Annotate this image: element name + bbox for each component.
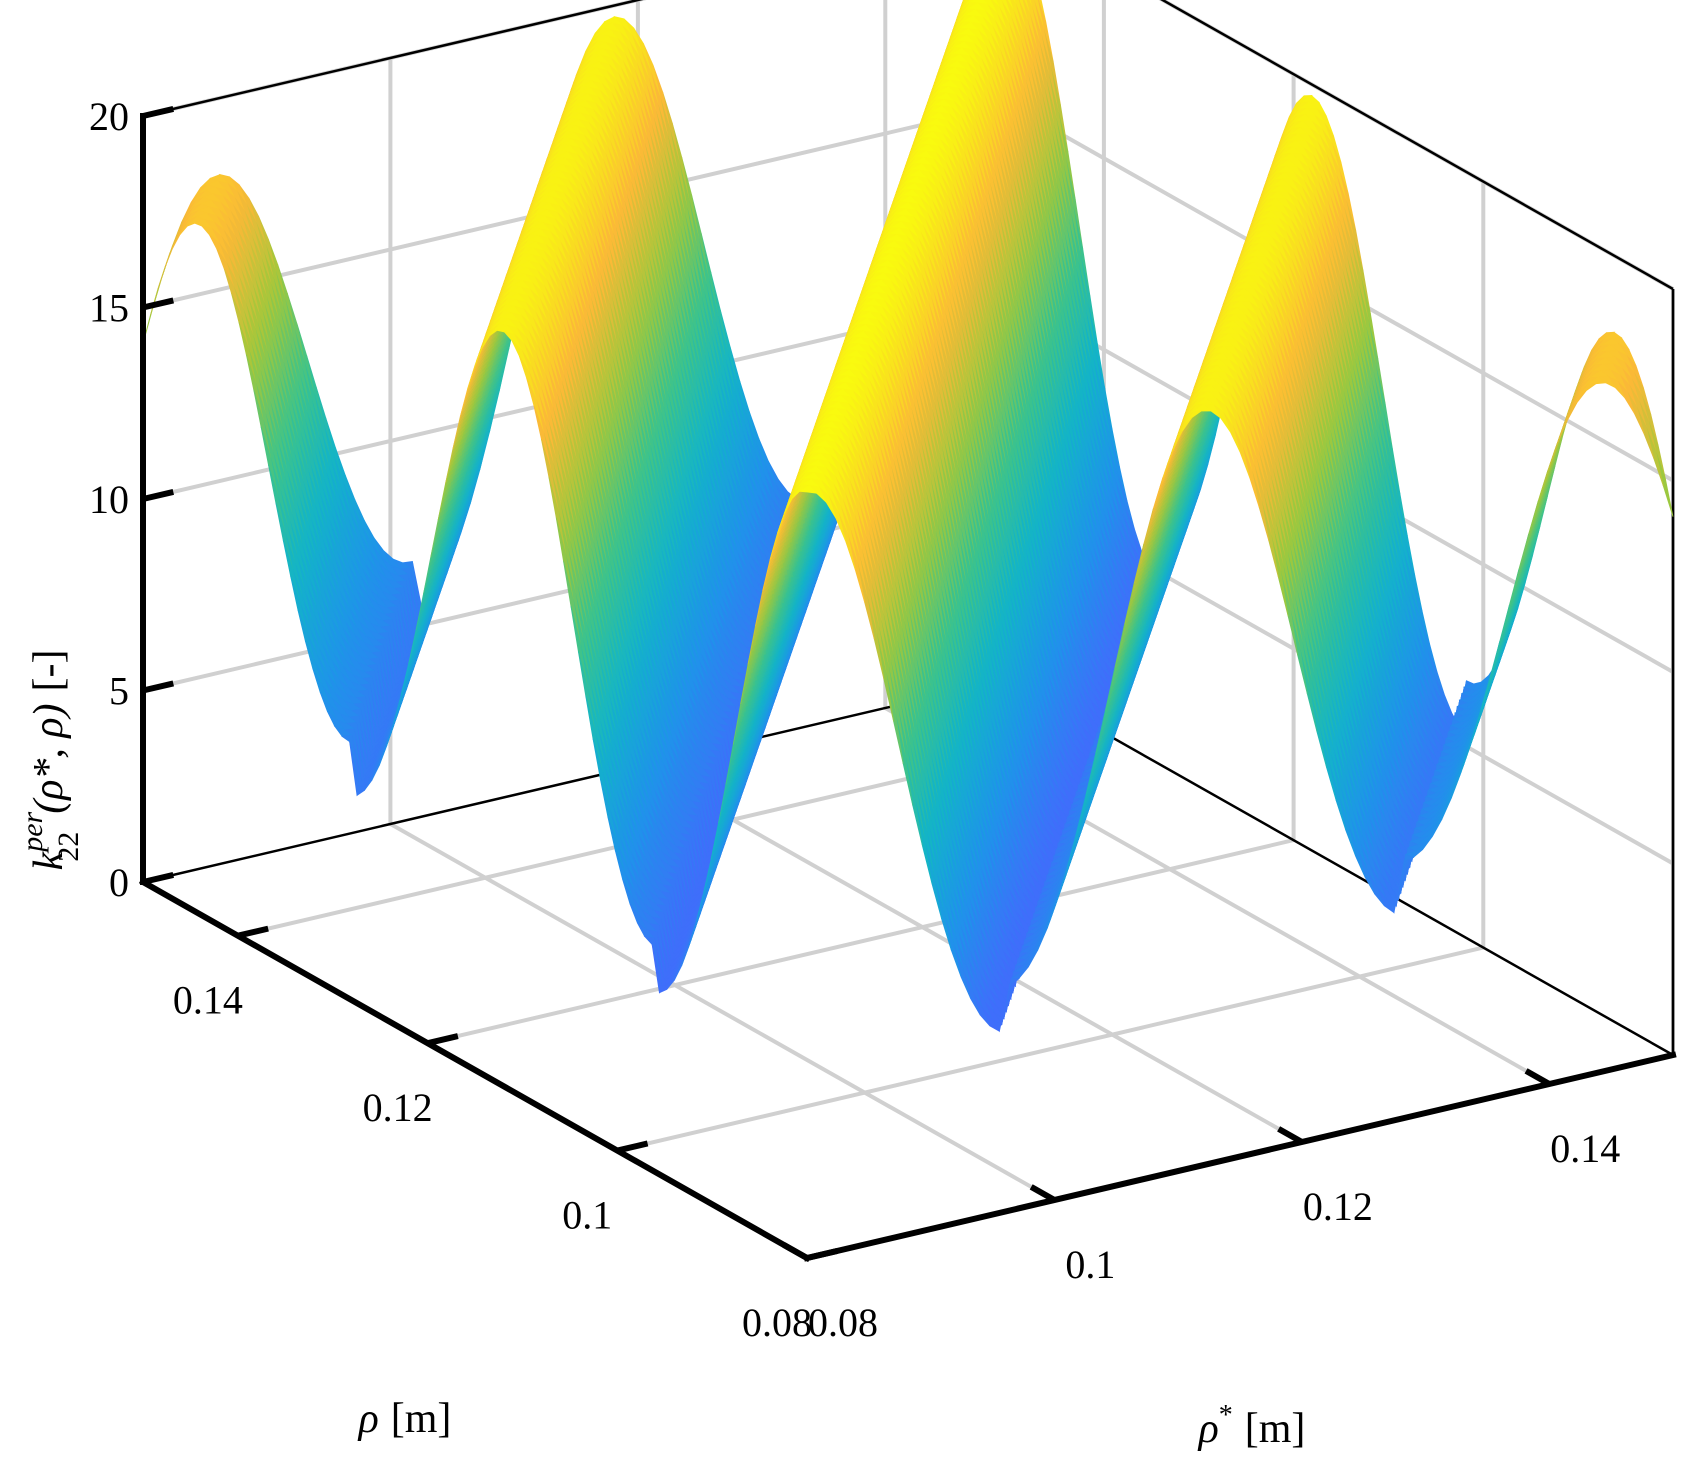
surface-plot xyxy=(142,0,1674,1033)
box-edge xyxy=(142,677,1010,884)
box-edge xyxy=(1008,677,1674,1057)
box-edge xyxy=(1160,0,1674,291)
box-edge xyxy=(142,0,644,118)
surface-patch xyxy=(1655,451,1674,517)
